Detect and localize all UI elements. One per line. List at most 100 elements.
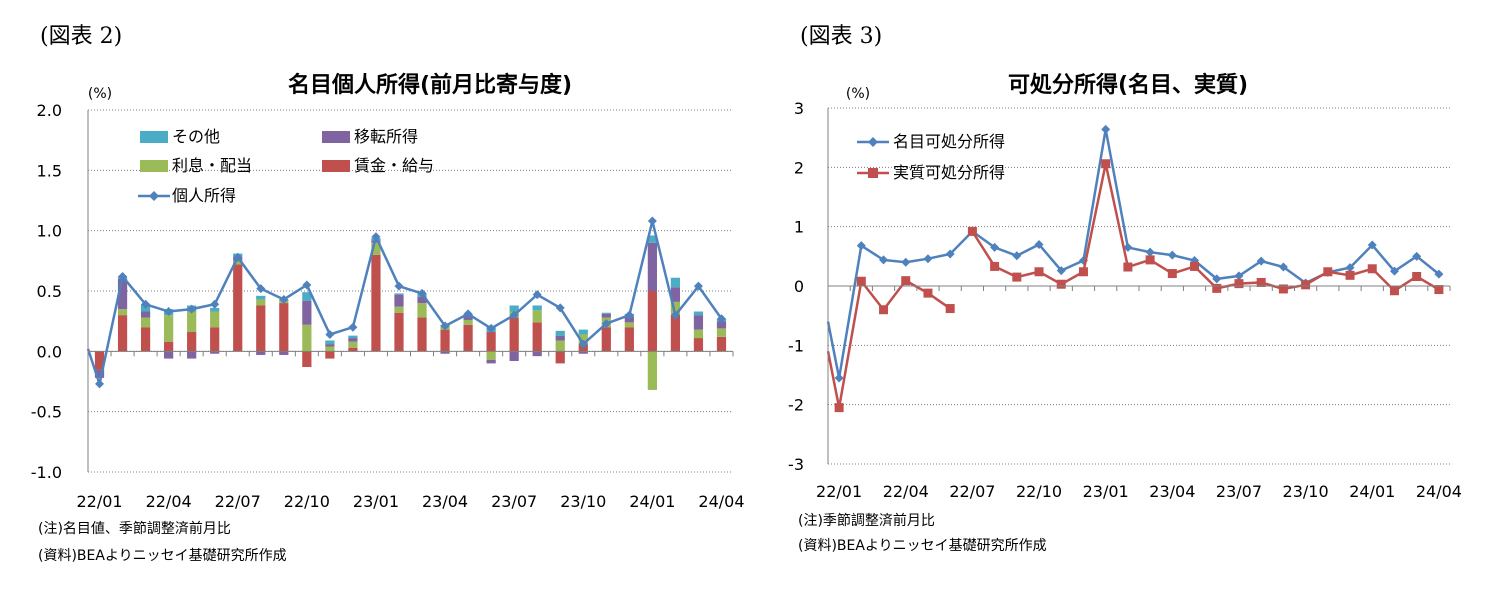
bar-transfer xyxy=(256,351,266,355)
bar-interest xyxy=(302,324,312,352)
bar-interest xyxy=(233,260,243,265)
bar-wages xyxy=(371,254,381,352)
series-lines xyxy=(826,124,1444,413)
bar-wages xyxy=(509,317,519,352)
y-tick-label: 0 xyxy=(794,277,804,296)
point-real xyxy=(1012,272,1022,282)
legend-label-total: 個人所得 xyxy=(172,186,236,205)
chart-disposable-income: 可処分所得(名目、実質) (%) 3 2 1 0 -1 -2 -3 22/01 22/04 22/… xyxy=(788,72,1462,501)
x-tick-label: 22/04 xyxy=(146,492,192,511)
point-nominal xyxy=(1278,262,1288,272)
y-tick-label: -1 xyxy=(788,336,804,355)
total-point xyxy=(256,284,266,294)
source-text: (資料)BEAよりニッセイ基礎研究所作成 xyxy=(798,538,1047,554)
bar-transfer xyxy=(325,344,335,347)
bar-wages xyxy=(233,264,243,352)
bar-transfer xyxy=(302,300,312,325)
legend-label-other: その他 xyxy=(172,127,220,146)
point-real xyxy=(856,276,866,286)
legend-label-0: 名目可処分所得 xyxy=(893,132,1005,151)
bar-wages xyxy=(325,351,335,359)
total-point xyxy=(187,304,197,314)
chart-personal-income: 名目個人所得(前月比寄与度) (%) 2.0 1.5 1.0 0.5 0.0 -0.5 -1… xyxy=(31,72,745,511)
bar-wages xyxy=(647,291,657,352)
total-point xyxy=(95,379,105,389)
bar-interest xyxy=(417,303,427,318)
total-point xyxy=(578,339,588,349)
series-line-real-a xyxy=(837,278,951,408)
bar-wages xyxy=(210,327,220,352)
figure-label-left: (図表 2) xyxy=(40,24,123,49)
bar-other xyxy=(601,312,611,314)
bar-interest xyxy=(140,317,151,328)
bar-transfer xyxy=(140,311,151,318)
total-point xyxy=(716,314,726,324)
point-real xyxy=(967,226,977,236)
y-tick-label: -2 xyxy=(788,396,804,415)
x-tick-label: 22/07 xyxy=(215,492,261,511)
bar-transfer xyxy=(509,351,519,361)
point-real xyxy=(1367,264,1377,274)
y-tick-label: 1.0 xyxy=(37,222,62,241)
total-point xyxy=(555,303,565,313)
bar-wages xyxy=(94,351,105,370)
total-point xyxy=(371,232,381,242)
bar-transfer xyxy=(394,294,404,307)
x-tick-label: 23/07 xyxy=(491,492,537,511)
point-real xyxy=(1167,269,1177,279)
total-point xyxy=(302,280,312,290)
x-tick-label: 22/01 xyxy=(816,482,862,501)
x-tick-label: 22/10 xyxy=(284,492,330,511)
point-real xyxy=(945,304,955,314)
total-point xyxy=(210,299,220,309)
bar-transfer xyxy=(417,297,427,304)
bar-other xyxy=(394,293,404,295)
bar-wages xyxy=(348,347,358,352)
total-point xyxy=(509,310,519,320)
total-point xyxy=(486,323,496,333)
point-nominal xyxy=(990,242,1000,252)
bar-transfer xyxy=(210,351,220,354)
total-point xyxy=(417,288,427,298)
y-axis-unit: (%) xyxy=(88,86,112,102)
bar-other xyxy=(210,307,220,312)
bar-interest xyxy=(164,315,174,342)
point-real xyxy=(1412,272,1422,282)
x-tick-label: 23/01 xyxy=(1083,482,1129,501)
note-text: (注)名目値、季節調整済前月比 xyxy=(38,521,231,537)
bar-wages xyxy=(440,329,450,352)
axes: 2.0 1.5 1.0 0.5 0.0 -0.5 -1.0 22/01 22/04 22/07 22… xyxy=(31,101,745,511)
x-tick-label: 24/04 xyxy=(1416,482,1462,501)
point-nominal xyxy=(1212,274,1222,284)
axes: 3 2 1 0 -1 -2 -3 22/01 22/04 22/07 22/10 23/01 23/04… xyxy=(788,99,1462,501)
bar-wages xyxy=(486,332,496,352)
bar-transfer xyxy=(440,351,450,354)
legend-swatch-transfer xyxy=(322,131,350,143)
point-real xyxy=(1145,255,1155,265)
bar-interest xyxy=(256,299,266,306)
legend-marker-total xyxy=(149,191,159,201)
total-point xyxy=(601,319,611,329)
point-real xyxy=(1034,267,1044,277)
legend-label-transfer: 移転所得 xyxy=(354,127,418,146)
series-line-real-b xyxy=(971,163,1440,293)
total-point xyxy=(348,322,358,332)
point-real xyxy=(990,261,1000,271)
x-tick-label: 22/01 xyxy=(76,492,122,511)
bar-other xyxy=(693,311,704,316)
total-point xyxy=(141,299,151,309)
legend-label-wages: 賃金・給与 xyxy=(354,156,434,175)
bar-transfer xyxy=(670,287,681,302)
bar-interest xyxy=(325,346,335,352)
total-point xyxy=(693,281,703,291)
note-text: (注)季節調整済前月比 xyxy=(798,513,935,529)
total-point xyxy=(233,252,243,262)
series-lead-0 xyxy=(826,321,841,379)
y-tick-label: 1 xyxy=(794,218,804,237)
bar-wages xyxy=(555,351,565,364)
bar-transfer xyxy=(555,335,565,341)
x-tick-label: 24/01 xyxy=(629,492,675,511)
x-tick-label: 22/04 xyxy=(883,482,929,501)
bar-wages xyxy=(256,305,266,352)
